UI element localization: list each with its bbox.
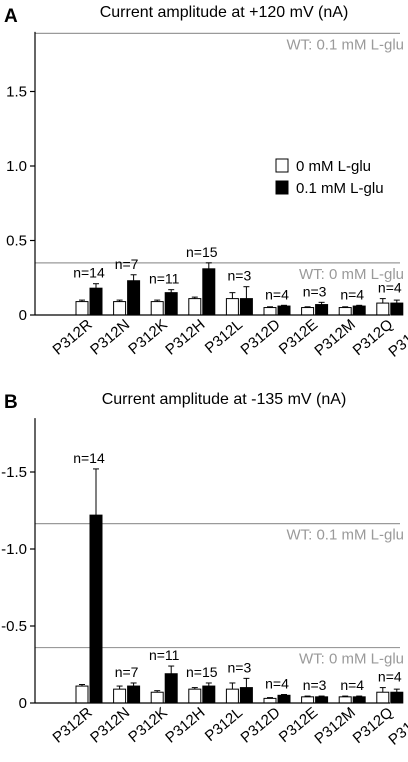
bar-control (113, 301, 127, 316)
n-label: n=15 (186, 664, 218, 680)
n-label: n=7 (115, 664, 139, 680)
bar-glu (202, 685, 216, 704)
chart-panel-A: A Current amplitude at +120 mV (nA) WT: 0.… (4, 4, 408, 361)
category-label: P312L (202, 316, 246, 357)
n-label: n=11 (149, 271, 180, 287)
y-tick-label: 0.5 (6, 233, 27, 250)
bar-control (150, 301, 164, 316)
category-label: P312H (162, 704, 208, 747)
bar-glu (127, 280, 141, 316)
bar-control (338, 307, 352, 316)
reference-line-label: WT: 0.1 mM L-glu (286, 527, 404, 544)
reference-line-label: WT: 0 mM L-glu (299, 266, 404, 283)
legend-label: 0 mM L-glu (296, 158, 371, 175)
y-tick-label: -0.5 (1, 618, 27, 635)
bar-glu (202, 268, 216, 316)
y-tick-label: 0 (19, 695, 27, 712)
bar-control (376, 691, 390, 704)
n-label: n=15 (186, 244, 218, 260)
n-label: n=3 (228, 659, 252, 675)
chart-title: Current amplitude at +120 mV (nA) (100, 4, 349, 21)
bar-control (263, 697, 277, 704)
n-label: n=11 (149, 647, 180, 663)
legend-swatch (275, 180, 289, 195)
n-label: n=3 (303, 677, 327, 693)
bar-control (376, 302, 390, 316)
bar-control (188, 688, 202, 704)
bar-control (301, 307, 315, 316)
reference-line-label: WT: 0.1 mM L-glu (286, 36, 404, 53)
n-label: n=4 (340, 677, 364, 693)
bar-glu (164, 673, 178, 704)
category-label: P312M (311, 316, 358, 360)
bar-glu (89, 287, 103, 316)
bar-control (225, 688, 239, 704)
category-label: P312R (50, 316, 96, 359)
bar-control (75, 685, 89, 704)
bar-glu (277, 694, 291, 704)
category-label: P312M (311, 704, 358, 748)
bar-glu (315, 696, 329, 704)
n-label: n=4 (265, 286, 289, 302)
bar-glu (352, 305, 366, 316)
category-label: P312N (87, 316, 133, 359)
y-tick-label: 1.5 (6, 84, 27, 101)
n-label: n=4 (265, 676, 289, 692)
category-label: P312E (276, 316, 321, 358)
n-label: n=14 (73, 265, 105, 281)
y-tick-label: -1.5 (1, 464, 27, 481)
bar-control (338, 696, 352, 704)
n-label: n=3 (228, 268, 252, 284)
bar-control (150, 691, 164, 704)
y-tick-label: 1.0 (6, 158, 27, 175)
chart-title: Current amplitude at -135 mV (nA) (102, 391, 347, 408)
legend-label: 0.1 mM L-glu (296, 180, 384, 197)
category-label: P312K (125, 316, 170, 358)
reference-line-label: WT: 0 mM L-glu (299, 651, 404, 668)
y-tick-label: 0 (19, 307, 27, 324)
bar-control (301, 696, 315, 704)
n-label: n=14 (73, 450, 105, 466)
category-label: P312R (50, 704, 96, 747)
y-tick-label: -1.0 (1, 541, 27, 558)
bar-glu (352, 696, 366, 704)
bar-control (225, 298, 239, 316)
n-label: n=4 (340, 286, 364, 302)
bar-glu (164, 292, 178, 316)
bar-glu (239, 298, 253, 316)
panel-label: A (4, 6, 18, 27)
n-label: n=7 (115, 256, 139, 272)
bar-glu (127, 685, 141, 704)
category-label: P312L (202, 704, 246, 745)
category-label: P312E (276, 704, 321, 746)
chart-panel-B: B Current amplitude at -135 mV (nA) WT: 0.… (1, 391, 408, 749)
bar-glu (277, 305, 291, 316)
bar-glu (89, 514, 103, 704)
category-label: P312D (238, 704, 284, 747)
bar-control (75, 301, 89, 316)
bar-control (263, 307, 277, 316)
n-label: n=3 (303, 283, 327, 299)
category-label: P312D (238, 316, 284, 359)
bar-glu (390, 691, 404, 704)
category-label: P312N (87, 704, 133, 747)
panel-label: B (4, 392, 18, 413)
bar-control (188, 298, 202, 316)
legend-swatch (275, 158, 289, 173)
n-label: n=4 (378, 669, 402, 685)
n-label: n=4 (378, 280, 402, 296)
bar-glu (315, 304, 329, 316)
category-label: P312H (162, 316, 208, 359)
bar-glu (239, 687, 253, 704)
category-label: P312K (125, 704, 170, 746)
bar-control (113, 688, 127, 704)
bar-glu (390, 302, 404, 316)
